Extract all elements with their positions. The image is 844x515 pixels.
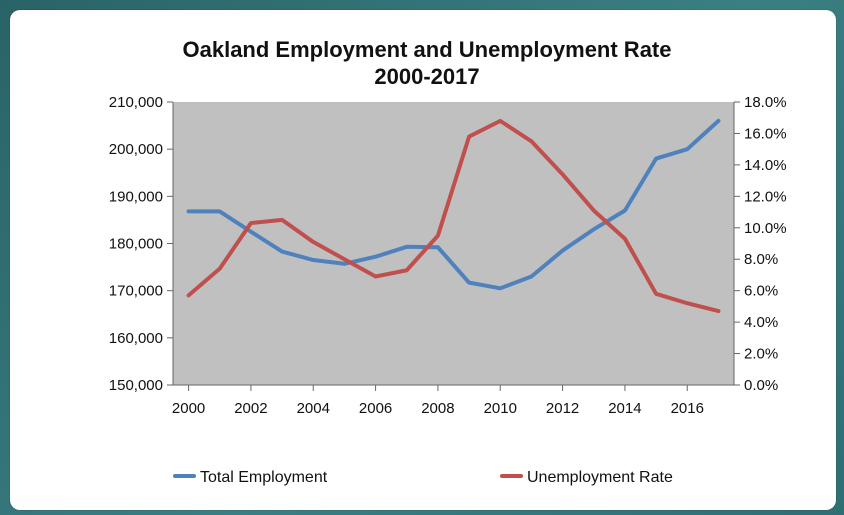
plot-area	[173, 102, 734, 385]
x-axis-tick-label: 2010	[484, 400, 517, 417]
x-axis-tick-label: 2012	[546, 400, 579, 417]
right-axis-tick-label: 2.0%	[744, 346, 778, 363]
chart-title: Oakland Employment and Unemployment Rate	[183, 37, 672, 62]
x-axis-tick-label: 2004	[297, 400, 330, 417]
legend: Total Employment Unemployment Rate	[173, 469, 673, 486]
series-line-total-employment	[186, 118, 721, 291]
left-axis-tick-label: 170,000	[109, 283, 163, 300]
right-axis-tick-label: 8.0%	[744, 251, 778, 268]
left-axis-tick-label: 150,000	[109, 377, 163, 394]
legend-total-employment-label: Total Employment	[200, 469, 328, 486]
left-axis-tick-label: 200,000	[109, 141, 163, 158]
x-axis-ticks: 2000 2002 2004 2006 2008 2010 2012 2014 2016	[172, 385, 704, 417]
left-axis-tick-label: 190,000	[109, 188, 163, 205]
left-axis-tick-label: 180,000	[109, 236, 163, 253]
right-axis-tick-label: 12.0%	[744, 188, 787, 205]
right-axis-tick-label: 14.0%	[744, 157, 787, 174]
right-axis-ticks: 0.0% 2.0% 4.0% 6.0% 8.0% 10.0% 12.0% 14.0% 16.0%…	[734, 94, 787, 394]
legend-unemployment-rate-label: Unemployment Rate	[527, 469, 673, 486]
right-axis-tick-label: 16.0%	[744, 125, 787, 142]
chart-card: Oakland Employment and Unemployment Rate…	[10, 10, 836, 510]
x-axis-tick-label: 2006	[359, 400, 392, 417]
left-axis-tick-label: 160,000	[109, 330, 163, 347]
right-axis-tick-label: 0.0%	[744, 377, 778, 394]
left-axis-tick-label: 210,000	[109, 94, 163, 111]
x-axis-tick-label: 2014	[608, 400, 641, 417]
chart-subtitle: 2000-2017	[374, 64, 479, 89]
employment-chart: Oakland Employment and Unemployment Rate…	[109, 37, 787, 486]
x-axis-tick-label: 2002	[234, 400, 267, 417]
right-axis-tick-label: 4.0%	[744, 314, 778, 331]
left-axis-ticks: 150,000 160,000 170,000 180,000 190,000 200,0…	[109, 94, 173, 394]
series-lines	[186, 118, 721, 314]
right-axis-tick-label: 18.0%	[744, 94, 787, 111]
right-axis-tick-label: 10.0%	[744, 220, 787, 237]
x-axis-tick-label: 2016	[671, 400, 704, 417]
right-axis-tick-label: 6.0%	[744, 283, 778, 300]
series-line-unemployment-rate	[186, 118, 721, 314]
x-axis-tick-label: 2008	[421, 400, 454, 417]
x-axis-tick-label: 2000	[172, 400, 205, 417]
